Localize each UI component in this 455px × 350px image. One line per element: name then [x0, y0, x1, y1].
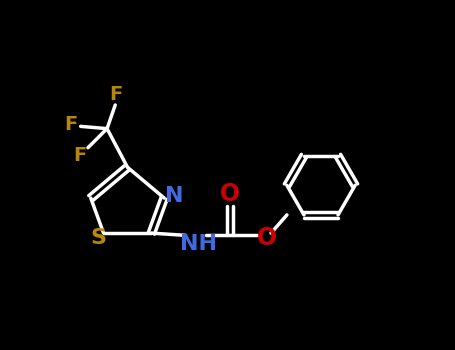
Text: S: S — [90, 228, 106, 248]
Text: F: F — [73, 146, 86, 166]
Text: N: N — [165, 186, 183, 206]
Text: NH: NH — [180, 233, 217, 253]
Text: F: F — [110, 85, 123, 105]
Text: O: O — [257, 226, 277, 250]
Text: O: O — [220, 182, 240, 206]
Text: F: F — [64, 114, 77, 134]
